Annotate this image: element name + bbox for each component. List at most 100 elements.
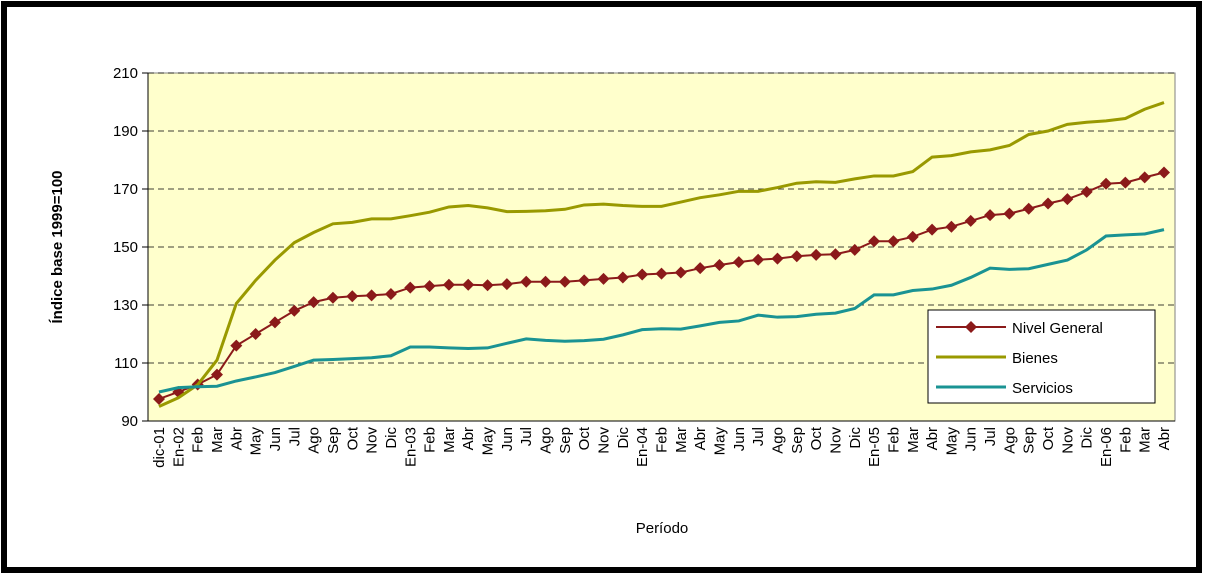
x-tick-label: Oct: [808, 426, 825, 450]
y-tick-label: 190: [113, 123, 138, 140]
data-point: [384, 287, 397, 300]
x-tick-label: Jul: [750, 427, 767, 446]
y-tick-label: 150: [113, 239, 138, 256]
data-point: [984, 209, 997, 222]
x-tick-label: Jun: [499, 427, 516, 451]
y-tick-label: 210: [113, 65, 138, 82]
data-point: [520, 275, 533, 288]
series-line: [158, 228, 1165, 394]
legend-label: Servicios: [1012, 380, 1073, 397]
y-tick-label: 90: [121, 413, 138, 430]
x-tick-label: Jun: [963, 427, 980, 451]
x-tick-label: Nov: [1059, 427, 1076, 454]
x-tick-label: Nov: [364, 427, 381, 454]
x-tick-label: dic-01: [151, 427, 168, 468]
x-tick-label: Dic: [1079, 427, 1096, 449]
x-tick-label: Oct: [1040, 426, 1057, 450]
data-point: [1022, 202, 1035, 215]
data-point: [713, 258, 726, 271]
y-tick-label: 110: [114, 355, 138, 372]
data-point: [326, 291, 339, 304]
x-tick-label: En-05: [866, 427, 883, 467]
x-tick-label: Oct: [344, 426, 361, 450]
legend-marker: [965, 321, 977, 333]
x-tick-label: Abr: [1156, 427, 1173, 450]
data-point: [636, 268, 649, 281]
x-tick-label: May: [480, 427, 497, 456]
data-point: [1119, 176, 1132, 189]
x-tick-label: Sep: [325, 427, 342, 454]
x-tick-label: Jul: [518, 427, 535, 446]
x-tick-label: En-04: [634, 427, 651, 467]
x-tick-label: Abr: [692, 427, 709, 450]
x-tick-label: Oct: [576, 426, 593, 450]
x-tick-label: Mar: [905, 427, 922, 453]
x-tick-label: Feb: [190, 427, 207, 453]
data-point: [616, 271, 629, 284]
data-point: [210, 368, 223, 381]
data-point: [365, 289, 378, 302]
data-point: [578, 274, 591, 287]
y-tick-label: 170: [113, 181, 138, 198]
data-point: [597, 272, 610, 285]
data-point: [268, 316, 281, 329]
x-tick-label: Mar: [1137, 427, 1154, 453]
data-point: [1042, 197, 1055, 210]
data-point: [694, 262, 707, 275]
data-point: [1100, 177, 1113, 190]
data-point: [926, 223, 939, 236]
x-tick-label: Mar: [441, 427, 458, 453]
x-tick-label: Ago: [538, 427, 555, 454]
x-tick-label: Jun: [267, 427, 284, 451]
data-point: [423, 280, 436, 293]
x-tick-label: Mar: [673, 427, 690, 453]
x-tick-label: Feb: [654, 427, 671, 453]
data-point: [462, 278, 475, 291]
data-point: [771, 252, 784, 265]
x-tick-label: En-02: [170, 427, 187, 467]
data-point: [500, 278, 513, 291]
data-point: [404, 281, 417, 294]
x-tick-label: En-06: [1098, 427, 1115, 467]
x-tick-label: Dic: [615, 427, 632, 449]
data-point: [1138, 171, 1151, 184]
x-tick-label: En-03: [402, 427, 419, 467]
y-axis-label: Índice base 1999=100: [49, 170, 66, 323]
x-axis-label: Período: [636, 520, 689, 537]
y-tick-label: 130: [113, 297, 138, 314]
x-tick-label: Jun: [731, 427, 748, 451]
data-point: [288, 304, 301, 317]
data-point: [887, 235, 900, 248]
data-point: [945, 220, 958, 233]
data-point: [868, 235, 881, 248]
data-point: [964, 214, 977, 227]
x-tick-label: Jul: [286, 427, 303, 446]
data-point: [655, 267, 668, 280]
data-point: [1158, 166, 1170, 179]
data-point: [230, 339, 243, 352]
x-tick-label: Nov: [827, 427, 844, 454]
data-point: [346, 290, 359, 303]
x-tick-label: May: [943, 427, 960, 456]
x-tick-label: Mar: [209, 427, 226, 453]
data-point: [442, 278, 455, 291]
data-point: [906, 230, 919, 243]
x-tick-label: Sep: [789, 427, 806, 454]
x-tick-label: Dic: [383, 427, 400, 449]
data-point: [829, 248, 842, 261]
data-point: [790, 250, 803, 263]
x-tick-label: Sep: [1021, 427, 1038, 454]
data-point: [732, 256, 745, 269]
data-point: [307, 296, 320, 309]
x-tick-label: Feb: [422, 427, 439, 453]
legend-label: Bienes: [1012, 350, 1058, 367]
data-point: [558, 275, 571, 288]
x-tick-label: Ago: [306, 427, 323, 454]
x-tick-label: Jul: [982, 427, 999, 446]
x-tick-label: Abr: [228, 427, 245, 450]
x-tick-label: Feb: [885, 427, 902, 453]
data-point: [539, 275, 552, 288]
